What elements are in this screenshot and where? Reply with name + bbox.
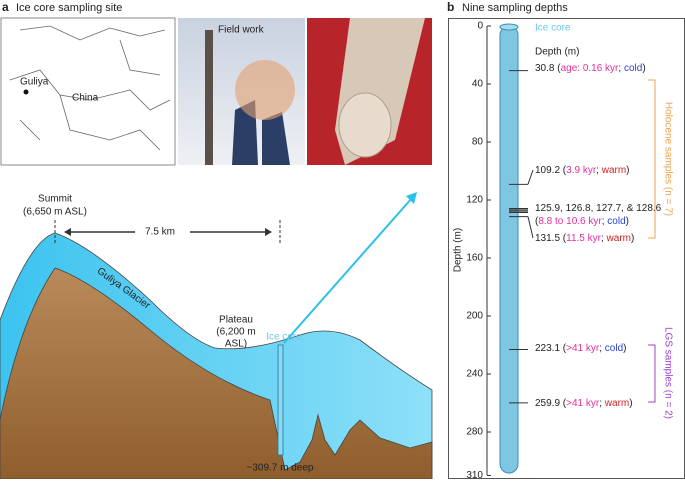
plateau-elevation: (6,200 m xyxy=(216,327,255,338)
label-segment: ) xyxy=(642,63,645,74)
label-segment: >41 kyr xyxy=(566,398,600,409)
y-tick-label: 200 xyxy=(466,311,483,322)
y-tick-label: 160 xyxy=(466,253,483,264)
summit-elevation: (6,650 m ASL) xyxy=(23,207,87,218)
core-label: Ice core xyxy=(535,23,571,34)
label-segment: ( xyxy=(560,398,567,409)
label-segment: ; xyxy=(618,63,624,74)
sample-label: 131.5 (11.5 kyr; warm) xyxy=(535,233,634,244)
label-segment: age: 0.16 kyr xyxy=(561,63,619,74)
sample-label: 259.9 (>41 kyr; warm) xyxy=(535,398,633,409)
label-segment: cold xyxy=(605,343,623,354)
label-segment: warm xyxy=(601,165,626,176)
depth-label: 223.1 xyxy=(535,343,560,354)
label-segment: ) xyxy=(626,216,629,227)
label-segment: cold xyxy=(624,63,642,74)
map-country: China xyxy=(72,93,99,104)
y-tick-label: 80 xyxy=(472,137,484,148)
panel-frame xyxy=(448,18,685,479)
label-segment: ( xyxy=(554,63,561,74)
arrow xyxy=(283,197,413,344)
label-segment: warm xyxy=(604,398,629,409)
summit-label: Summit xyxy=(38,194,72,205)
y-tick-label: 40 xyxy=(472,79,484,90)
depth-label: 109.2 xyxy=(535,165,560,176)
group-label: LGS samples (n = 2) xyxy=(662,327,673,419)
label-segment: ; xyxy=(596,165,602,176)
label-segment: ( xyxy=(560,165,567,176)
plateau-label: Plateau xyxy=(219,315,253,326)
y-tick-label: 120 xyxy=(466,195,483,206)
y-tick-label: 280 xyxy=(466,427,483,438)
sample-label: 30.8 (age: 0.16 kyr; cold) xyxy=(535,63,646,74)
label-segment: ( xyxy=(535,216,539,227)
panel-label: b xyxy=(447,0,454,14)
panel-label: a xyxy=(2,0,9,14)
panel-title: Ice core sampling site xyxy=(16,2,122,14)
label-segment: ; xyxy=(602,216,608,227)
depth-label: 30.8 xyxy=(535,63,555,74)
label-segment: ( xyxy=(560,343,567,354)
photo-detail xyxy=(205,30,213,165)
depth-header: Depth (m) xyxy=(535,47,579,58)
sample-label: 109.2 (3.9 kyr; warm) xyxy=(535,165,630,176)
label-segment: ; xyxy=(599,343,605,354)
sample-label: (8.8 to 10.6 kyr; cold) xyxy=(535,216,629,227)
photo-detail xyxy=(235,60,295,120)
core-cylinder xyxy=(499,25,519,474)
label-segment: cold xyxy=(607,216,625,227)
leader-line xyxy=(527,216,534,239)
label-segment: ) xyxy=(629,398,632,409)
ice-core xyxy=(277,344,284,456)
bracket xyxy=(648,344,656,403)
label-segment: warm xyxy=(606,233,631,244)
label-segment: ) xyxy=(626,165,629,176)
sample-label: 125.9, 126.8, 127.7, & 128.6 xyxy=(535,203,662,214)
map-place: Guliya xyxy=(20,77,49,88)
core-top xyxy=(499,23,519,31)
label-segment: 8.8 to 10.6 kyr xyxy=(538,216,602,227)
y-tick-label: 0 xyxy=(477,21,483,32)
axis-label: Depth (m) xyxy=(453,228,464,272)
arrowhead xyxy=(406,192,417,204)
core-depth-label: ~309.7 m deep xyxy=(247,463,314,474)
distance-label: 7.5 km xyxy=(145,227,175,238)
label-segment: ; xyxy=(601,233,607,244)
y-tick-label: 310 xyxy=(466,470,483,479)
photo-title: Field work xyxy=(218,25,265,36)
sample-label: 223.1 (>41 kyr; cold) xyxy=(535,343,626,354)
y-tick-label: 240 xyxy=(466,369,483,380)
leader-line xyxy=(527,169,534,185)
map-outline xyxy=(9,25,171,151)
photo-detail xyxy=(338,92,392,158)
depth-label: 125.9, 126.8, 127.7, & 128.6 xyxy=(535,203,662,214)
plateau-elevation: ASL) xyxy=(225,339,247,350)
group-label: Holocene samples (n = 7) xyxy=(662,102,673,216)
label-segment: ; xyxy=(599,398,605,409)
label-segment: 3.9 kyr xyxy=(566,165,597,176)
depth-label: 131.5 xyxy=(535,233,560,244)
panel-title: Nine sampling depths xyxy=(462,2,568,14)
label-segment: ) xyxy=(623,343,626,354)
bedrock xyxy=(0,267,433,480)
label-segment: ) xyxy=(631,233,634,244)
ice-core-label: Ice core xyxy=(266,332,302,343)
depth-label: 259.9 xyxy=(535,398,560,409)
label-segment: 11.5 kyr xyxy=(566,233,601,244)
label-segment: ( xyxy=(560,233,567,244)
label-segment: >41 kyr xyxy=(566,343,600,354)
bracket xyxy=(648,79,656,239)
map xyxy=(0,17,176,166)
site-dot xyxy=(23,89,29,95)
